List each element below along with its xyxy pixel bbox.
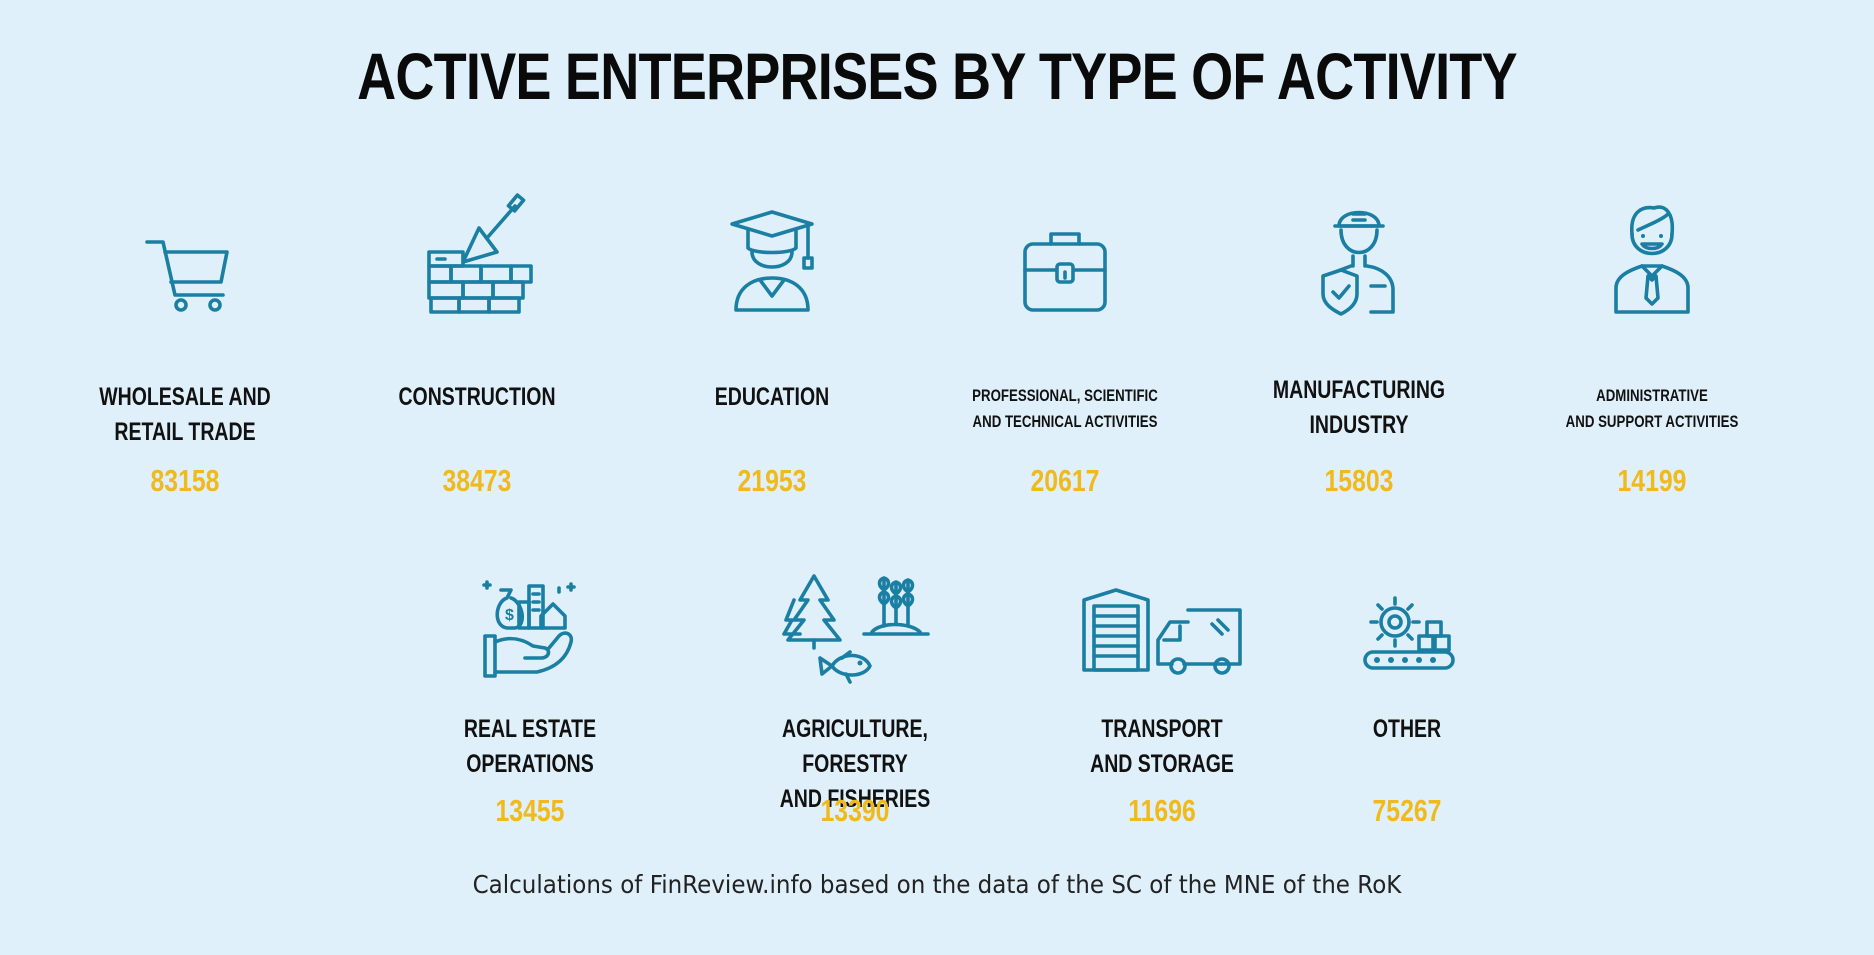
activity-professional-scientific: PROFESSIONAL, SCIENTIFIC AND TECHNICAL A… (935, 190, 1195, 510)
activity-value: 21953 (737, 463, 807, 498)
activity-value: 13455 (495, 793, 565, 828)
activity-education: EDUCATION 21953 (642, 190, 902, 510)
real-estate-hand-icon: $ (475, 570, 585, 680)
graduate-icon (722, 190, 822, 320)
activity-agriculture: AGRICULTURE, FORESTRY AND FISHERIES 1339… (725, 570, 985, 840)
activity-value: 38473 (442, 463, 512, 498)
activity-transport-storage: TRANSPORT AND STORAGE 11696 (1032, 570, 1292, 840)
activity-value: 11696 (1128, 793, 1196, 828)
gear-conveyor-icon (1357, 570, 1457, 680)
transport-icon (1072, 570, 1252, 680)
activity-administrative: ADMINISTRATIVE AND SUPPORT ACTIVITIES 14… (1522, 190, 1782, 510)
activity-real-estate: $ REAL ESTATE OPERATIONS 13455 (400, 570, 660, 840)
activity-value: 75267 (1372, 793, 1442, 828)
activity-label: PROFESSIONAL, SCIENTIFIC AND TECHNICAL A… (972, 386, 1158, 431)
manager-icon (1602, 190, 1702, 320)
activity-label: ADMINISTRATIVE AND SUPPORT ACTIVITIES (1565, 386, 1739, 431)
activity-label: MANUFACTURING INDUSTRY (1272, 376, 1446, 439)
shopping-cart-icon (135, 190, 235, 320)
activity-label: OTHER (1372, 715, 1442, 743)
briefcase-icon (1015, 190, 1115, 320)
activity-value: 14199 (1617, 463, 1687, 498)
activity-value: 20617 (1030, 463, 1100, 498)
chart-title: ACTIVE ENTERPRISES BY TYPE OF ACTIVITY (357, 39, 1517, 113)
activity-wholesale-retail: WHOLESALE AND RETAIL TRADE 83158 (55, 190, 315, 510)
activity-value: 13390 (820, 793, 890, 828)
activity-value: 83158 (150, 463, 220, 498)
activity-label: REAL ESTATE OPERATIONS (463, 715, 597, 778)
activity-label: TRANSPORT AND STORAGE (1090, 715, 1234, 778)
activity-other: OTHER 75267 (1277, 570, 1537, 840)
activity-construction: CONSTRUCTION 38473 (347, 190, 607, 510)
agriculture-icon (780, 570, 930, 690)
svg-text:$: $ (505, 607, 514, 624)
activity-label: AGRICULTURE, FORESTRY AND FISHERIES (779, 715, 931, 813)
activity-label: CONSTRUCTION (398, 383, 556, 411)
brick-wall-trowel-icon (417, 190, 537, 320)
activity-label: WHOLESALE AND RETAIL TRADE (99, 383, 271, 446)
activity-value: 15803 (1324, 463, 1394, 498)
activity-label: EDUCATION (714, 383, 830, 411)
activity-manufacturing: MANUFACTURING INDUSTRY 15803 (1229, 190, 1489, 510)
source-note: Calculations of FinReview.info based on … (472, 870, 1402, 899)
worker-icon (1309, 190, 1409, 320)
